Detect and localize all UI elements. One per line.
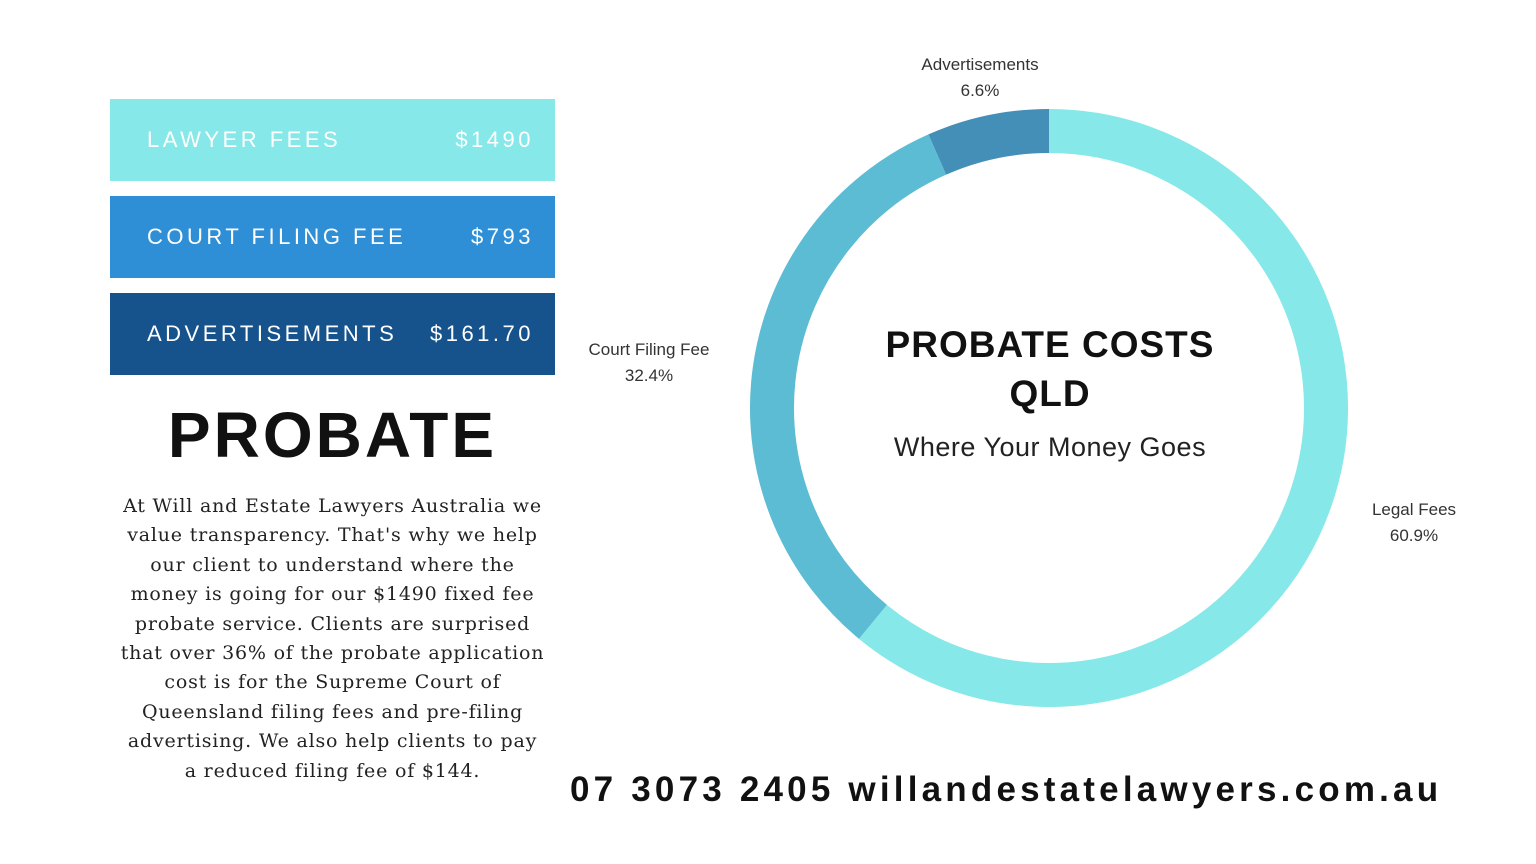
category-label: Court Filing Fee bbox=[588, 340, 710, 359]
fee-label: ADVERTISEMENTS bbox=[147, 321, 398, 346]
slice-label-court: Court Filing Fee 32.4% bbox=[589, 337, 710, 389]
description: At Will and Estate Lawyers Australia we … bbox=[120, 495, 545, 782]
chart-title: PROBATE COSTS QLD bbox=[885, 324, 1215, 414]
value-label: 6.6% bbox=[960, 81, 1000, 100]
slice-label-advertisements: Advertisements 6.6% bbox=[921, 52, 1038, 104]
contact-info: 07 3073 2405 willandestatelawyers.com.au bbox=[570, 770, 1443, 809]
slice-label-legal: Legal Fees 60.9% bbox=[1372, 497, 1456, 549]
fee-label: LAWYER FEES bbox=[147, 127, 342, 152]
donut-slice-court-filing-fee bbox=[750, 134, 947, 639]
fee-amount: $1490 bbox=[455, 127, 534, 152]
category-label: Advertisements bbox=[921, 55, 1039, 74]
category-label: Legal Fees bbox=[1371, 500, 1457, 519]
fee-amount: $793 bbox=[471, 224, 534, 249]
donut-slice-advertisements bbox=[928, 109, 1050, 175]
value-label: 60.9% bbox=[1389, 526, 1439, 545]
fee-amount: $161.70 bbox=[429, 321, 534, 346]
fee-bar-lawyer: LAWYER FEES $1490 bbox=[110, 99, 555, 181]
chart-subtitle: Where Your Money Goes bbox=[893, 432, 1207, 462]
fee-bar-court: COURT FILING FEE $793 bbox=[110, 196, 555, 278]
fee-label: COURT FILING FEE bbox=[147, 224, 407, 249]
heading: PROBATE bbox=[167, 399, 498, 471]
value-label: 32.4% bbox=[624, 366, 674, 385]
fee-bar-advertisements: ADVERTISEMENTS $161.70 bbox=[110, 293, 555, 375]
donut-slice-legal-fees bbox=[859, 109, 1348, 707]
